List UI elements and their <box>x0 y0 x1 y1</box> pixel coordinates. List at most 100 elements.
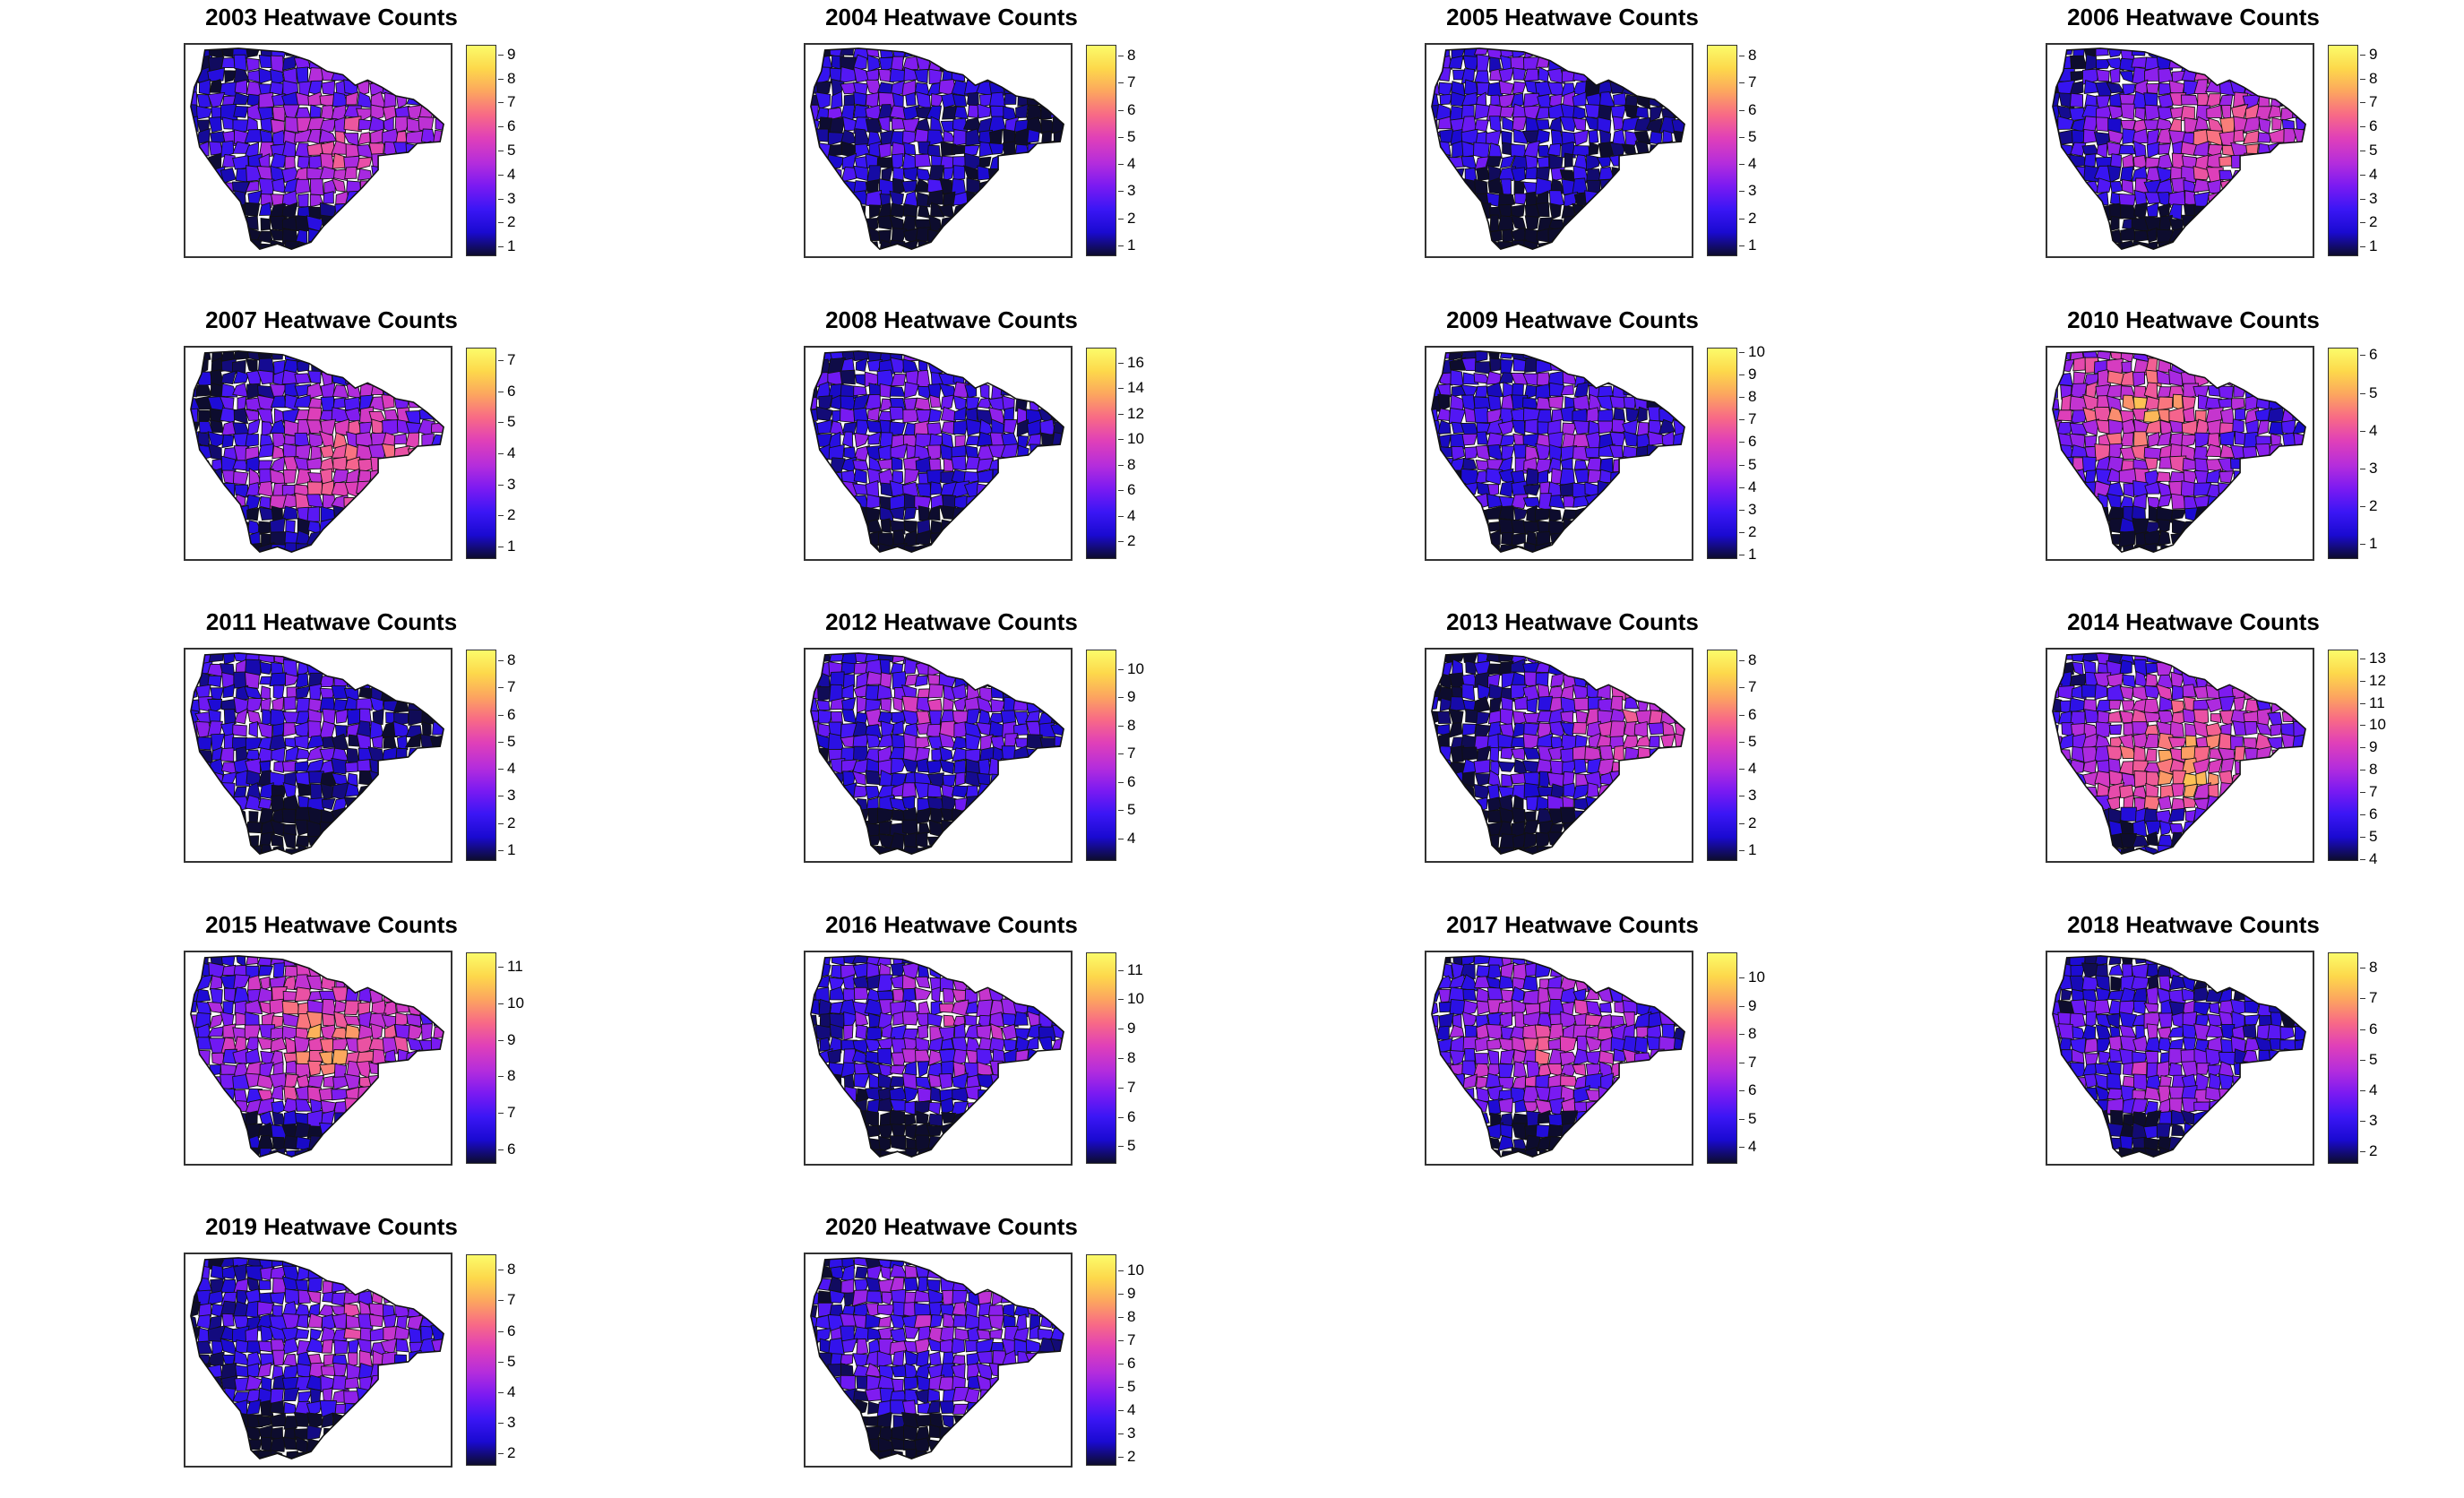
colorbar-ticks: 6 7 8 9 10 11 <box>498 952 561 1164</box>
colorbar-tick-label: 3 <box>1127 182 1136 200</box>
colorbar-tick-label: 7 <box>1748 410 1757 428</box>
colorbar-tick-label: 5 <box>1127 1137 1136 1155</box>
colorbar-tick-label: 10 <box>1127 660 1144 678</box>
colorbar-ticks: 1 2 3 4 5 6 7 8 9 <box>498 45 561 256</box>
colorbar-tick-label: 8 <box>1127 47 1136 65</box>
colorbar-tick-label: 9 <box>2369 45 2378 63</box>
colorbar-tick-label: 5 <box>1748 127 1757 145</box>
colorbar-tick-label: 5 <box>507 142 516 159</box>
panel-title: 2004 Heatwave Counts <box>825 4 1078 30</box>
colorbar <box>1086 348 1116 559</box>
colorbar-tick-label: 1 <box>507 538 516 555</box>
choropleth-map <box>1425 43 1693 258</box>
colorbar-tick-label: 4 <box>1127 506 1136 524</box>
colorbar-tick-label: 7 <box>507 1104 516 1122</box>
colorbar-tick-label: 1 <box>1748 840 1757 858</box>
colorbar-tick-label: 13 <box>2369 649 2386 667</box>
colorbar-ticks: 4 5 6 7 8 9 10 11 12 13 <box>2360 649 2423 867</box>
panel-title: 2007 Heatwave Counts <box>205 306 458 333</box>
colorbar-tick-label: 9 <box>507 45 516 63</box>
colorbar-tick-label: 6 <box>507 1322 516 1339</box>
colorbar-tick-label: 11 <box>1127 960 1143 978</box>
map-panel-2005: 2005 Heatwave Counts 1 2 3 4 5 6 7 8 <box>1393 0 1967 287</box>
colorbar-tick-label: 6 <box>507 117 516 135</box>
colorbar-tick-label: 2 <box>507 506 516 524</box>
colorbar-tick-label: 5 <box>507 413 516 431</box>
colorbar-tick-label: 9 <box>2369 738 2378 756</box>
colorbar-tick-label: 4 <box>2369 165 2378 183</box>
colorbar-tick-label: 3 <box>507 1414 516 1432</box>
choropleth-map <box>184 951 452 1166</box>
colorbar-tick-label: 8 <box>1748 1025 1757 1043</box>
colorbar-tick-label: 7 <box>507 350 516 368</box>
colorbar-tick-label: 8 <box>1127 1308 1136 1326</box>
colorbar-tick-label: 7 <box>1127 1330 1136 1348</box>
colorbar-tick-label: 2 <box>1748 209 1757 227</box>
colorbar-tick-label: 14 <box>1127 379 1144 397</box>
map-panel-2006: 2006 Heatwave Counts 1 2 3 4 5 6 7 8 9 <box>2014 0 2464 287</box>
panel-title: 2009 Heatwave Counts <box>1446 306 1699 333</box>
colorbar-tick-label: 4 <box>507 1382 516 1400</box>
map-panel-2008: 2008 Heatwave Counts 2 4 6 8 10 12 14 16 <box>772 303 1346 590</box>
map-panel-2018: 2018 Heatwave Counts 2 3 4 5 6 7 8 <box>2014 908 2464 1194</box>
map-panel-2019: 2019 Heatwave Counts 2 3 4 5 6 7 8 <box>152 1210 726 1496</box>
colorbar-tick-label: 5 <box>2369 827 2378 845</box>
colorbar-tick-label: 2 <box>1748 522 1757 540</box>
colorbar-tick-label: 8 <box>2369 761 2378 779</box>
colorbar-tick-label: 5 <box>507 1352 516 1370</box>
colorbar-ticks: 2 3 4 5 6 7 8 <box>2360 952 2423 1164</box>
colorbar-tick-label: 10 <box>1127 430 1144 448</box>
colorbar-tick-label: 6 <box>1748 433 1757 451</box>
colorbar <box>466 650 496 861</box>
colorbar-tick-label: 12 <box>1127 404 1144 422</box>
colorbar-tick-label: 4 <box>2369 1080 2378 1098</box>
colorbar-tick-label: 8 <box>1127 455 1136 473</box>
colorbar-tick-label: 4 <box>507 444 516 461</box>
panel-title: 2014 Heatwave Counts <box>2067 608 2320 635</box>
colorbar-tick-label: 4 <box>1748 760 1757 778</box>
colorbar-tick-label: 2 <box>507 814 516 831</box>
panel-title: 2003 Heatwave Counts <box>205 4 458 30</box>
colorbar-tick-label: 4 <box>1127 1400 1136 1418</box>
panel-title: 2012 Heatwave Counts <box>825 608 1078 635</box>
panel-title: 2017 Heatwave Counts <box>1446 911 1699 938</box>
map-panel-2013: 2013 Heatwave Counts 1 2 3 4 5 6 7 8 <box>1393 605 1967 891</box>
colorbar <box>1707 45 1737 256</box>
map-panel-2007: 2007 Heatwave Counts 1 2 3 4 5 6 7 <box>152 303 726 590</box>
colorbar <box>466 45 496 256</box>
choropleth-map <box>2046 346 2314 561</box>
colorbar-tick-label: 5 <box>1127 1377 1136 1395</box>
colorbar-tick-label: 6 <box>1748 705 1757 723</box>
choropleth-map <box>184 1253 452 1468</box>
colorbar-tick-label: 4 <box>2369 849 2378 867</box>
choropleth-map <box>804 951 1073 1166</box>
map-panel-2020: 2020 Heatwave Counts 2 3 4 5 6 7 8 9 10 <box>772 1210 1346 1496</box>
colorbar-tick-label: 6 <box>2369 1020 2378 1037</box>
colorbar-tick-label: 10 <box>1127 1261 1144 1279</box>
colorbar-tick-label: 8 <box>507 1067 516 1085</box>
colorbar-tick-label: 1 <box>1127 236 1136 254</box>
colorbar-tick-label: 7 <box>1127 745 1136 762</box>
colorbar-tick-label: 5 <box>507 732 516 750</box>
panel-title: 2019 Heatwave Counts <box>205 1213 458 1240</box>
colorbar-tick-label: 3 <box>2369 1112 2378 1130</box>
choropleth-map <box>804 346 1073 561</box>
choropleth-map <box>804 1253 1073 1468</box>
map-panel-2011: 2011 Heatwave Counts 1 2 3 4 5 6 7 8 <box>152 605 726 891</box>
colorbar-tick-label: 5 <box>1127 127 1136 145</box>
colorbar-tick-label: 8 <box>1748 47 1757 65</box>
colorbar-ticks: 1 2 3 4 5 6 7 8 9 10 <box>1739 343 1802 563</box>
colorbar <box>1707 348 1737 559</box>
colorbar-tick-label: 4 <box>1748 155 1757 173</box>
colorbar-tick-label: 4 <box>1748 1138 1757 1156</box>
colorbar-tick-label: 2 <box>1748 814 1757 831</box>
colorbar-tick-label: 1 <box>1748 545 1757 563</box>
panel-title: 2016 Heatwave Counts <box>825 911 1078 938</box>
colorbar-tick-label: 7 <box>507 1291 516 1309</box>
colorbar-tick-label: 2 <box>1127 532 1136 550</box>
colorbar-ticks: 1 2 3 4 5 6 7 8 <box>1118 45 1181 256</box>
colorbar-tick-label: 6 <box>1127 481 1136 499</box>
colorbar-tick-label: 7 <box>1127 73 1136 91</box>
colorbar-ticks: 1 2 3 4 5 6 7 8 <box>1739 650 1802 861</box>
